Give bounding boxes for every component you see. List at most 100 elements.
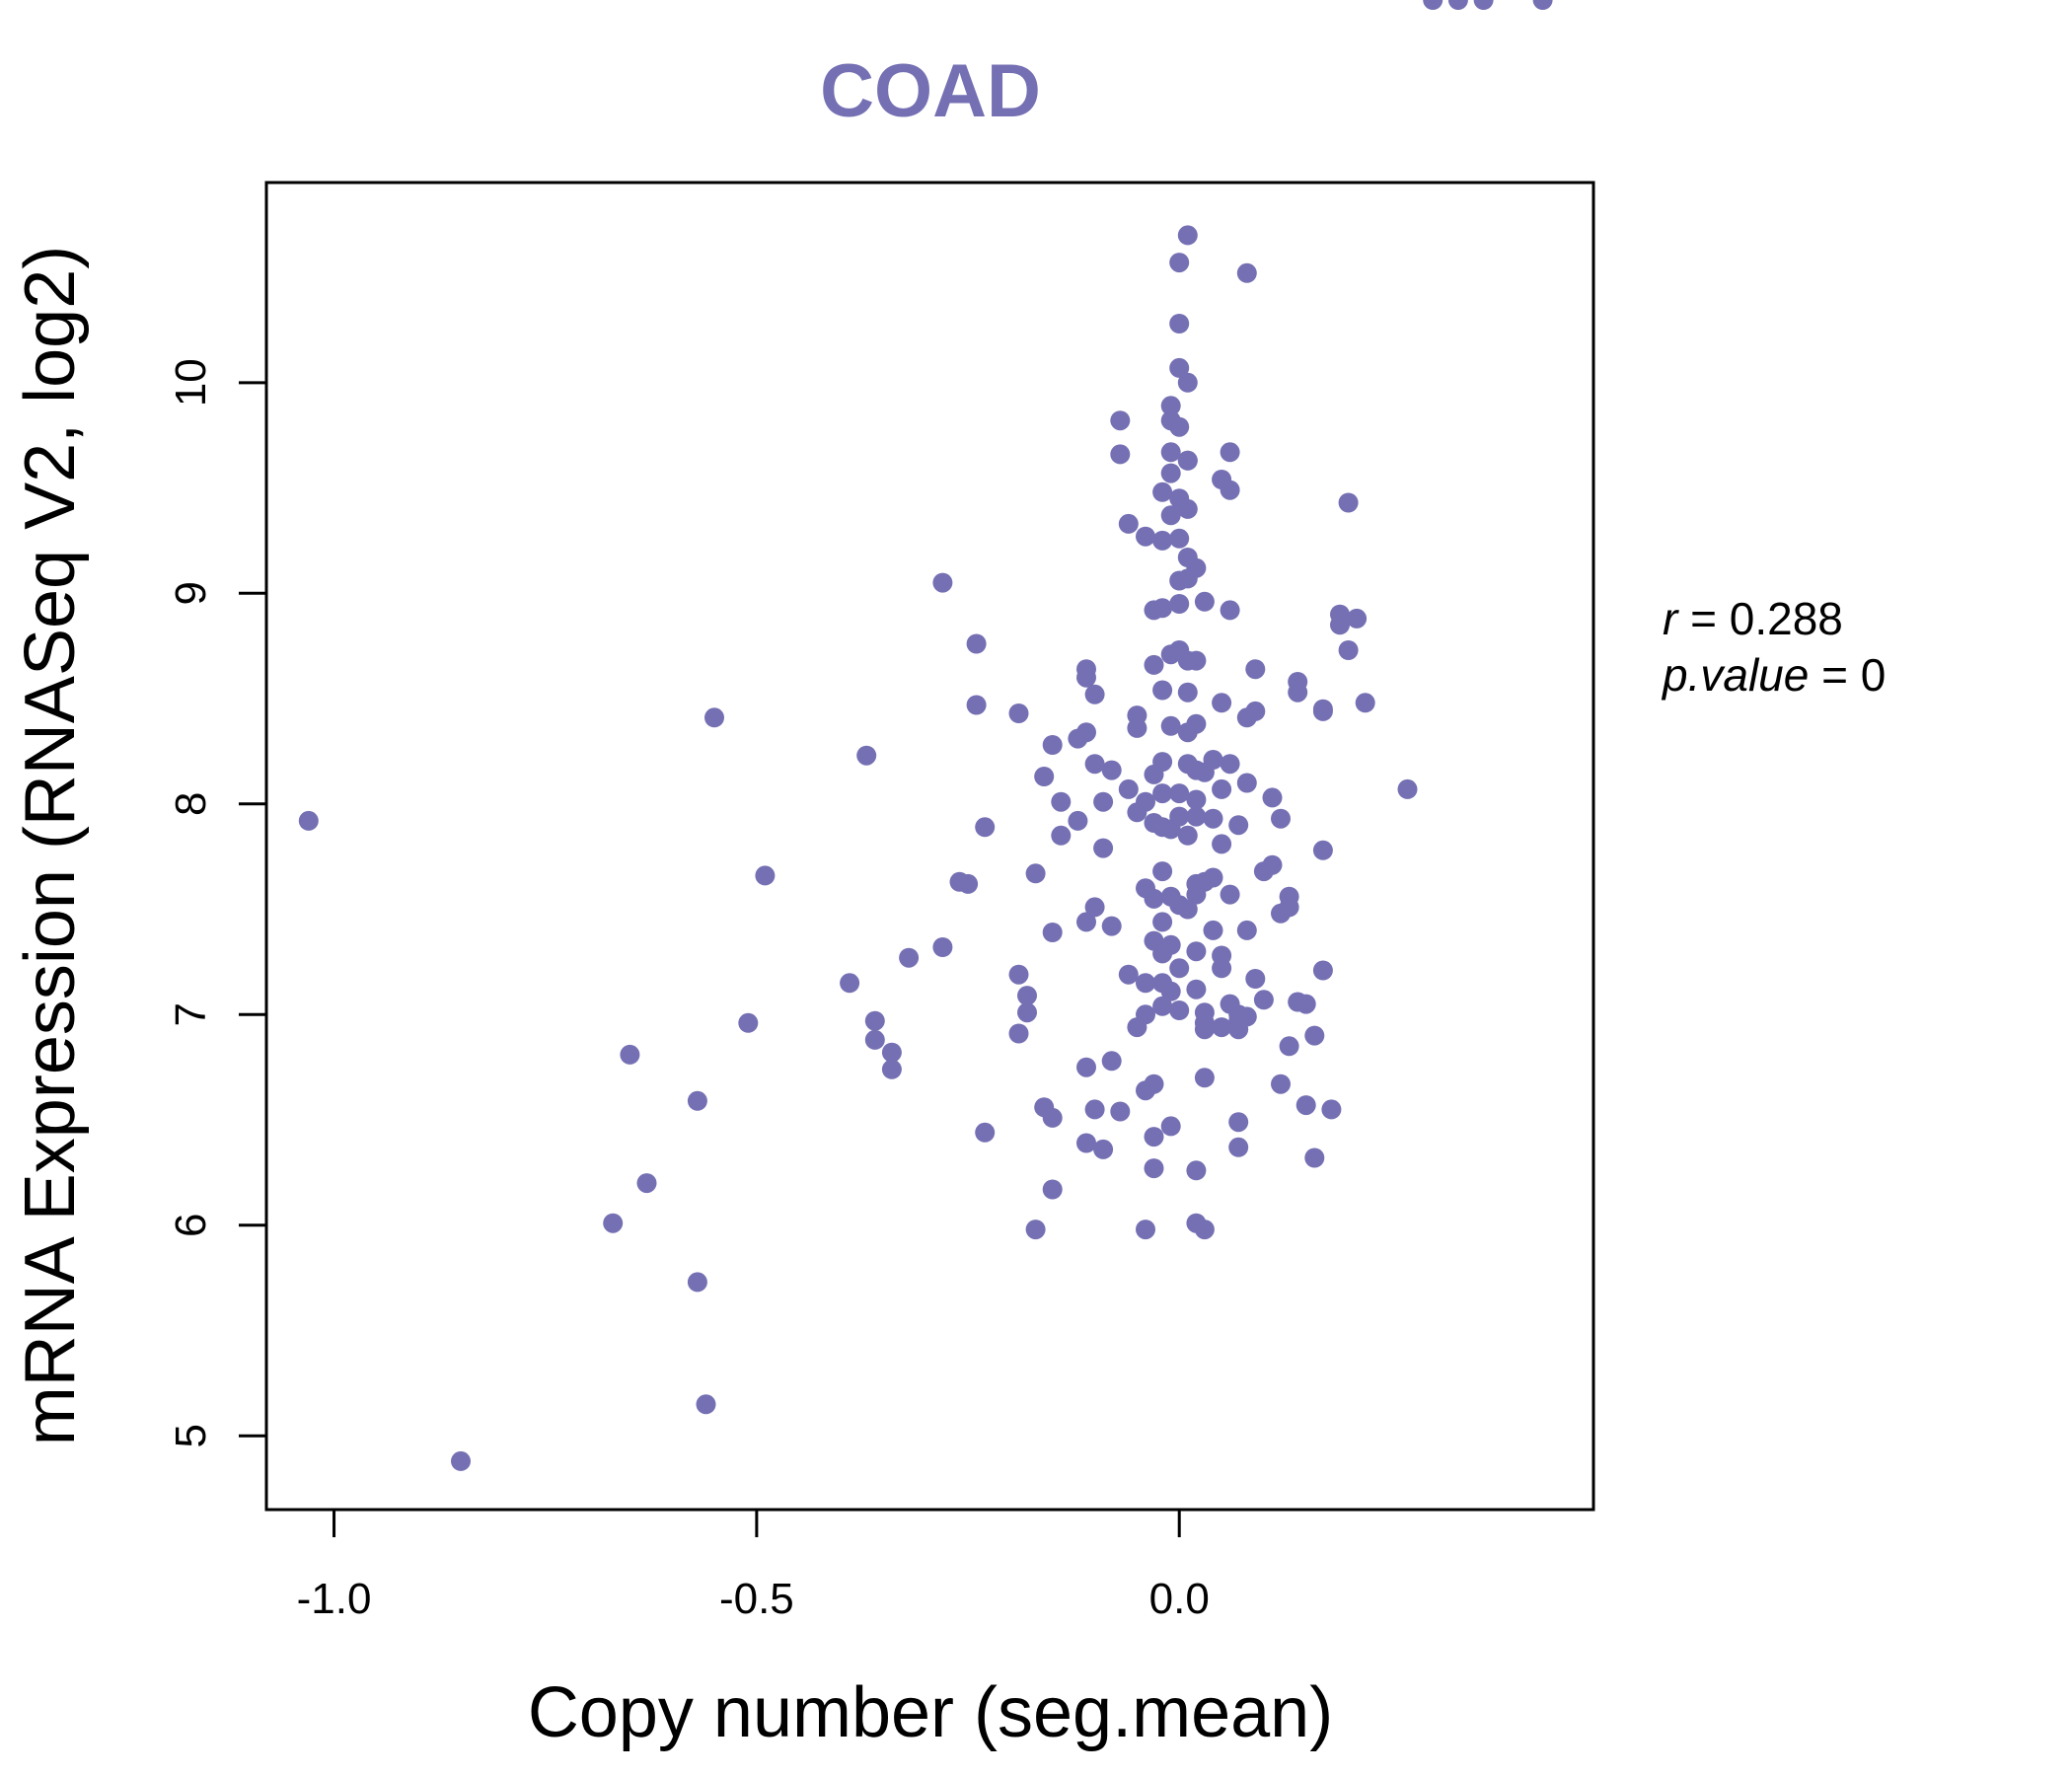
data-point [1203,920,1223,940]
data-point [1203,750,1223,770]
data-point [1152,783,1173,804]
data-point [864,1010,885,1031]
data-point [1118,513,1139,534]
data-point [1144,1158,1164,1179]
data-point [1076,667,1096,688]
data-point [1220,600,1240,621]
data-point [1042,1179,1063,1200]
data-point [1152,752,1173,773]
data-point [1423,0,1443,10]
data-point [696,1394,716,1415]
data-point [1186,1160,1207,1181]
data-point [1245,659,1266,680]
data-point [932,937,953,957]
data-point [1321,1099,1342,1120]
data-point [1084,754,1105,775]
data-point [1262,854,1283,875]
y-tick-label: 5 [167,1424,215,1447]
data-point [1042,923,1063,942]
data-point [1042,735,1063,755]
data-point [856,745,877,766]
data-point [1008,1023,1029,1044]
y-tick-label: 6 [167,1214,215,1237]
data-point [1017,1002,1037,1023]
data-point [1076,1133,1096,1153]
data-point [1025,1220,1046,1240]
data-point [1186,650,1207,671]
p-value: 0 [1861,649,1887,701]
data-point [1177,450,1198,471]
data-point [1473,0,1494,10]
data-point [1330,604,1350,625]
data-point [1447,0,1468,10]
y-tick-label: 10 [167,358,215,407]
data-point [1110,1101,1131,1122]
data-point [1312,960,1333,981]
data-point [1051,791,1072,812]
data-point [1160,442,1181,463]
data-point [1076,722,1096,743]
data-point [1177,682,1198,703]
data-point [1194,1220,1215,1240]
data-point [1169,1000,1190,1020]
data-point [1169,958,1190,979]
x-axis-title: Copy number (seg.mean) [528,1673,1333,1752]
data-point [1084,684,1105,704]
data-point [1152,680,1173,701]
data-point [1288,672,1308,692]
data-point [966,633,987,654]
data-point [1177,825,1198,846]
data-point [1068,810,1088,831]
data-point [1136,791,1155,812]
x-axis: -1.0 -0.5 0.0 [297,1510,1210,1623]
data-point [1304,1025,1325,1046]
data-point [1008,703,1029,723]
data-point [975,1122,996,1143]
data-point [1245,701,1266,721]
data-point [1118,778,1139,799]
data-point [1295,1095,1316,1116]
data-point [958,873,979,894]
data-point [1076,1057,1096,1077]
data-point [1228,1112,1249,1133]
data-point [1152,530,1173,551]
data-point [1194,1068,1215,1088]
data-point [1025,863,1046,884]
data-point [1236,773,1257,793]
data-point [1136,1004,1155,1025]
data-point [1169,314,1190,333]
data-point [1144,1073,1164,1094]
r-value: 0.288 [1730,593,1843,644]
y-tick-label: 8 [167,792,215,816]
data-point [1008,964,1029,985]
data-point [1177,372,1198,393]
data-point [1110,410,1131,431]
data-point [1279,1036,1299,1057]
data-point [1212,945,1232,966]
data-point [1177,899,1198,920]
data-point [1236,1006,1257,1027]
data-point [1245,969,1266,989]
data-point [1034,767,1055,786]
data-point [1532,0,1553,10]
data-point [1169,783,1190,804]
data-point [1203,808,1223,829]
data-point [1169,528,1190,549]
data-point [636,1173,657,1194]
y-tick-label: 7 [167,1002,215,1026]
data-point [1160,715,1181,736]
data-point [1186,713,1207,734]
data-point [1220,442,1240,463]
data-point [1228,815,1249,836]
data-point [1271,1073,1291,1094]
data-point [1304,1147,1325,1168]
data-point [1084,1099,1105,1120]
data-point [1051,825,1072,846]
data-point [1169,357,1190,378]
data-point [975,817,996,838]
data-point [1101,760,1122,780]
data-point [1212,693,1232,713]
data-point [1279,897,1299,918]
data-point [1136,526,1155,547]
